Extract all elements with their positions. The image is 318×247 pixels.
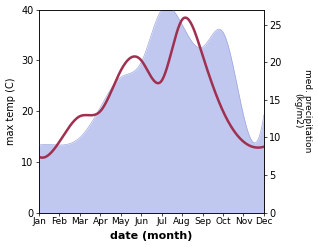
Y-axis label: med. precipitation
(kg/m2): med. precipitation (kg/m2) [293, 69, 313, 153]
Y-axis label: max temp (C): max temp (C) [5, 77, 16, 145]
X-axis label: date (month): date (month) [110, 231, 193, 242]
